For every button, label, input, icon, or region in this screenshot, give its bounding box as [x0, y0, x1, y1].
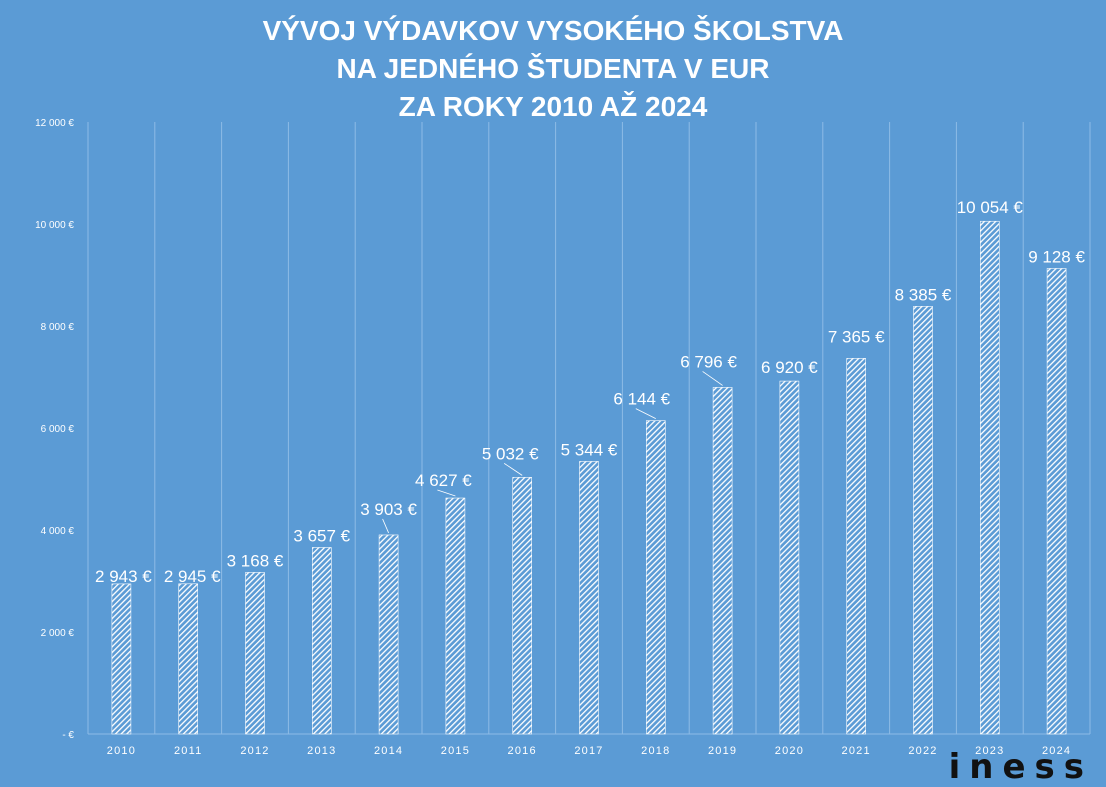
bar [111, 583, 132, 735]
bar [712, 387, 733, 735]
data-label: 5 344 € [561, 440, 618, 459]
data-label: 4 627 € [415, 471, 472, 490]
y-axis: - € 2 000 € 4 000 € 6 000 € 8 000 € 10 000 € 1… [35, 118, 74, 741]
x-tick-label: 2018 [641, 745, 670, 757]
data-label: 6 144 € [613, 390, 670, 409]
leader-line [702, 371, 723, 386]
y-tick-label: 2 000 € [41, 628, 75, 639]
data-label: 9 128 € [1028, 247, 1085, 266]
leader-line [437, 489, 456, 497]
leader-line [635, 408, 656, 420]
bar [846, 358, 867, 735]
x-tick-label: 2017 [574, 745, 603, 757]
bar [645, 420, 666, 735]
x-tick-label: 2019 [708, 745, 737, 757]
x-axis: 2010 2011 2012 2013 2014 2015 2016 2017 2018 2019… [107, 745, 1071, 757]
iness-logo: iness [949, 747, 1093, 787]
x-tick-label: 2024 [1042, 745, 1071, 757]
bar [913, 306, 933, 735]
data-label: 3 657 € [293, 526, 350, 545]
bar [245, 572, 265, 735]
x-tick-label: 2010 [107, 745, 136, 757]
y-tick-label: 6 000 € [41, 424, 75, 435]
x-tick-label: 2015 [441, 745, 470, 757]
bar [579, 461, 599, 735]
data-label: 5 032 € [482, 444, 539, 463]
bar [445, 497, 466, 735]
data-label: 8 385 € [895, 285, 952, 304]
data-label: 2 945 € [164, 567, 221, 586]
chart-title: VÝVOJ VÝDAVKOV VYSOKÉHO ŠKOLSTVA NA JEDNÉ… [263, 14, 844, 122]
x-tick-label: 2013 [307, 745, 336, 757]
data-label: 6 796 € [680, 352, 737, 371]
x-tick-label: 2012 [240, 745, 269, 757]
data-label: 3 168 € [227, 551, 284, 570]
bar [311, 547, 332, 735]
bars [111, 220, 1067, 735]
y-tick-label: 8 000 € [41, 322, 75, 333]
y-tick-label: 10 000 € [35, 220, 74, 231]
x-tick-label: 2014 [374, 745, 403, 757]
chart-title-line: NA JEDNÉHO ŠTUDENTA V EUR [336, 52, 769, 84]
x-tick-label: 2016 [508, 745, 537, 757]
data-label: 2 943 € [95, 567, 152, 586]
data-label: 10 054 € [957, 198, 1024, 217]
leader-line [382, 518, 389, 534]
bar [779, 380, 800, 735]
bar [1046, 268, 1067, 735]
data-label: 3 903 € [360, 500, 417, 519]
bar [979, 220, 1000, 735]
leader-line [503, 463, 523, 476]
data-labels: 2 943 € 2 945 € 3 168 € 3 657 € 3 903 € 4 627… [95, 198, 1085, 586]
x-tick-label: 2022 [908, 745, 937, 757]
bar [512, 477, 533, 735]
data-label: 7 365 € [828, 327, 885, 346]
bar [378, 534, 399, 735]
y-tick-label: - € [62, 730, 74, 741]
leader-lines [382, 371, 723, 534]
y-tick-label: 12 000 € [35, 118, 74, 129]
chart-title-line: VÝVOJ VÝDAVKOV VYSOKÉHO ŠKOLSTVA [263, 14, 844, 46]
x-tick-label: 2011 [174, 745, 202, 757]
bar [178, 583, 198, 735]
x-tick-label: 2023 [975, 745, 1004, 757]
x-tick-label: 2020 [775, 745, 804, 757]
chart-title-line: ZA ROKY 2010 AŽ 2024 [399, 91, 708, 122]
x-tick-label: 2021 [842, 745, 871, 757]
data-label: 6 920 € [761, 358, 818, 377]
y-tick-label: 4 000 € [41, 526, 75, 537]
